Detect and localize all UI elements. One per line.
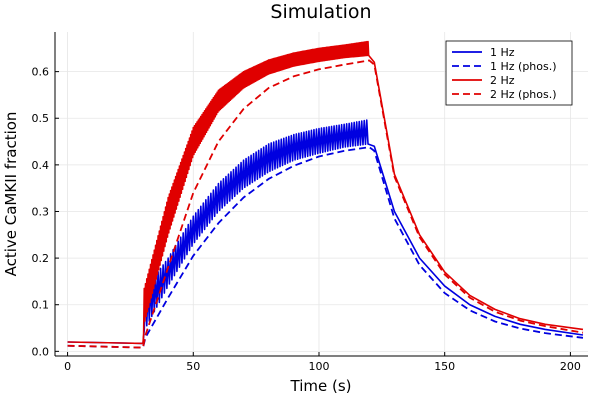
series-line-3 xyxy=(67,40,584,345)
chart-title: Simulation xyxy=(270,1,371,23)
x-ticks: 0 50 100 150 200 xyxy=(64,352,581,373)
x-tick-label: 150 xyxy=(434,360,455,373)
legend-label: 2 Hz (phos.) xyxy=(490,88,557,101)
y-tick-label: 0.5 xyxy=(32,112,50,125)
legend-label: 1 Hz xyxy=(490,46,515,59)
y-tick-label: 0.2 xyxy=(32,252,50,265)
legend-label: 2 Hz xyxy=(490,74,515,87)
x-axis-label: Time (s) xyxy=(290,377,352,395)
legend: 1 Hz1 Hz (phos.)2 Hz2 Hz (phos.) xyxy=(445,40,573,106)
y-tick-label: 0.0 xyxy=(32,345,50,358)
axes xyxy=(54,32,588,357)
y-tick-label: 0.3 xyxy=(32,205,50,218)
series-line-2 xyxy=(67,146,584,349)
series-layer xyxy=(67,40,584,349)
y-tick-label: 0.6 xyxy=(32,66,50,79)
x-tick-label: 50 xyxy=(186,360,200,373)
legend-items: 1 Hz1 Hz (phos.)2 Hz2 Hz (phos.) xyxy=(452,46,557,101)
series-line-1 xyxy=(67,119,584,345)
x-tick-label: 100 xyxy=(308,360,329,373)
y-ticks: 0.0 0.1 0.2 0.3 0.4 0.5 0.6 xyxy=(32,66,59,358)
x-tick-label: 0 xyxy=(64,360,71,373)
y-tick-label: 0.1 xyxy=(32,299,50,312)
y-tick-label: 0.4 xyxy=(32,159,50,172)
legend-label: 1 Hz (phos.) xyxy=(490,60,557,73)
y-axis-label: Active CaMKII fraction xyxy=(2,112,20,277)
plot-area xyxy=(67,40,584,349)
x-tick-label: 200 xyxy=(560,360,581,373)
